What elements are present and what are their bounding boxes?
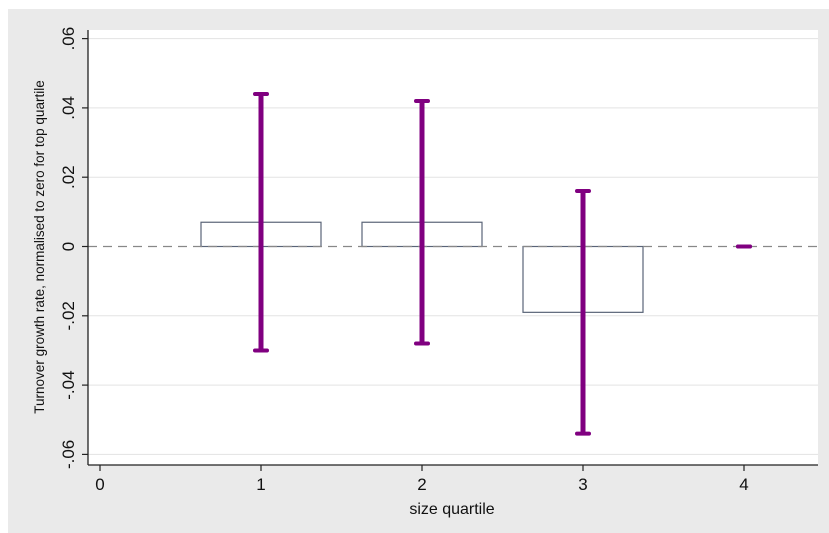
y-tick-label: -.06: [59, 440, 78, 469]
y-axis-title: Turnover growth rate, normalised to zero…: [32, 80, 47, 413]
y-tick-label: .04: [59, 96, 78, 120]
x-axis-title: size quartile: [409, 501, 494, 518]
y-tick-label: -.02: [59, 301, 78, 330]
x-tick-label: 3: [578, 475, 587, 494]
x-tick-label: 2: [417, 475, 426, 494]
x-tick-label: 1: [256, 475, 265, 494]
axes: [87, 30, 818, 466]
y-tick-label: -.04: [59, 370, 78, 399]
y-tick-label: .02: [59, 165, 78, 189]
x-tick-label: 4: [739, 475, 748, 494]
plot-area: [88, 30, 818, 465]
x-tick-label: 0: [95, 475, 104, 494]
gridlines: [88, 38, 818, 455]
y-tick-label: .06: [59, 27, 78, 51]
y-axis-ticks: -.06 -.04 -.02 0 .02 .04 .06: [59, 27, 88, 469]
error-bars: [253, 92, 752, 436]
x-axis-ticks: 0 1 2 3 4: [95, 465, 749, 494]
y-tick-label: 0: [59, 242, 78, 251]
